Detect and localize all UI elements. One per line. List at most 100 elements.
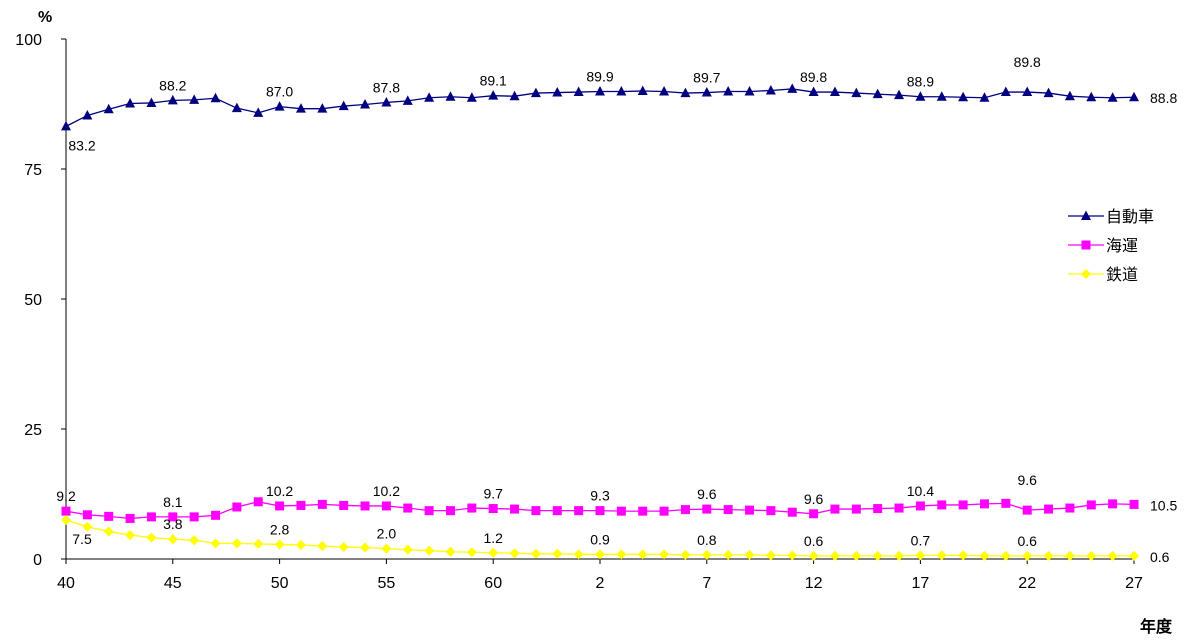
data-label-kaiun: 9.6 [1017, 472, 1037, 488]
data-label-kaiun: 10.4 [907, 483, 934, 499]
data-point-kaiun [424, 506, 434, 516]
data-point-jidosha [1064, 90, 1075, 101]
data-label-tetsudo: 0.6 [1017, 533, 1037, 549]
data-point-kaiun [232, 502, 242, 512]
data-point-jidosha [61, 120, 71, 131]
data-label-kaiun: 10.5 [1150, 497, 1177, 513]
data-point-jidosha [595, 86, 605, 96]
data-point-kaiun [253, 497, 263, 507]
data-point-jidosha [1043, 87, 1054, 98]
data-point-tetsudo [125, 530, 136, 541]
data-point-jidosha [488, 90, 499, 100]
data-point-tetsudo [958, 550, 969, 561]
data-point-tetsudo [61, 515, 71, 525]
data-point-jidosha [103, 103, 114, 114]
data-point-tetsudo [616, 549, 627, 560]
data-label-tetsudo: 0.6 [1150, 549, 1170, 565]
data-point-kaiun [616, 506, 626, 516]
data-point-kaiun [125, 513, 135, 523]
data-point-tetsudo [1000, 550, 1011, 561]
data-point-jidosha [253, 107, 264, 117]
data-point-tetsudo [979, 550, 990, 561]
data-label-jidosha: 89.7 [693, 70, 720, 86]
data-point-tetsudo [488, 547, 499, 558]
data-label-jidosha: 87.0 [266, 84, 293, 100]
data-label-kaiun: 10.2 [373, 483, 400, 499]
data-point-jidosha [1022, 86, 1033, 97]
data-point-kaiun [766, 506, 776, 516]
y-tick-label: 25 [24, 422, 42, 439]
data-point-kaiun [488, 504, 498, 514]
data-label-tetsudo: 3.8 [163, 516, 183, 532]
data-point-tetsudo [189, 535, 200, 546]
data-point-kaiun [1086, 500, 1096, 510]
data-label-kaiun: 9.7 [483, 486, 503, 502]
data-point-jidosha [829, 86, 840, 97]
data-label-tetsudo: 2.8 [270, 521, 290, 537]
data-point-tetsudo [659, 549, 670, 560]
data-point-kaiun [104, 511, 114, 521]
data-label-kaiun: 9.6 [697, 486, 717, 502]
data-point-tetsudo [424, 545, 435, 556]
data-point-tetsudo [338, 542, 349, 553]
x-tick-label: 12 [805, 575, 823, 592]
data-point-jidosha [125, 97, 136, 108]
data-label-kaiun: 9.2 [56, 488, 76, 504]
data-point-tetsudo [680, 549, 691, 560]
data-label-tetsudo: 1.2 [483, 530, 503, 546]
data-label-kaiun: 9.3 [590, 488, 610, 504]
data-label-kaiun: 10.2 [266, 483, 293, 499]
data-point-jidosha [765, 84, 776, 95]
data-point-kaiun [552, 506, 562, 516]
data-point-kaiun [851, 504, 861, 514]
data-point-kaiun [937, 500, 947, 510]
data-point-kaiun [61, 506, 71, 516]
data-point-tetsudo [894, 550, 905, 561]
data-point-kaiun [1108, 499, 1118, 509]
legend-item-tetsudo: 鉄道 [1068, 265, 1138, 284]
data-label-jidosha: 89.8 [1014, 54, 1041, 70]
legend-marker-jidosha [1081, 210, 1091, 220]
data-point-kaiun [1065, 503, 1075, 513]
x-tick-label: 27 [1125, 575, 1143, 592]
data-point-jidosha [530, 87, 541, 98]
data-point-kaiun [958, 500, 968, 510]
data-point-kaiun [723, 505, 733, 515]
data-point-tetsudo [146, 532, 157, 543]
data-point-tetsudo [829, 550, 840, 561]
x-tick-label: 7 [702, 575, 711, 592]
data-point-kaiun [1129, 499, 1139, 509]
data-label-jidosha: 89.9 [586, 69, 613, 85]
y-tick-label: 50 [24, 292, 42, 309]
data-point-kaiun [189, 512, 199, 522]
x-tick-label: 22 [1018, 575, 1036, 592]
data-point-kaiun [574, 506, 584, 516]
data-point-jidosha [659, 86, 670, 96]
data-point-tetsudo [210, 538, 221, 549]
data-point-tetsudo [723, 549, 734, 560]
data-point-jidosha [466, 92, 477, 102]
data-point-jidosha [1129, 91, 1139, 102]
data-point-kaiun [531, 506, 541, 516]
data-point-tetsudo [402, 544, 413, 555]
data-point-jidosha [509, 90, 520, 101]
legend-item-jidosha: 自動車 [1068, 207, 1154, 226]
data-point-kaiun [445, 506, 455, 516]
data-point-tetsudo [253, 538, 264, 549]
series-jidosha [61, 83, 1139, 131]
data-point-kaiun [168, 512, 178, 522]
y-tick-label: 0 [33, 552, 42, 569]
data-point-jidosha [424, 92, 435, 102]
data-label-jidosha: 89.1 [480, 73, 507, 89]
data-label-jidosha: 83.2 [68, 137, 95, 153]
legend-label-kaiun: 海運 [1106, 236, 1138, 255]
data-point-jidosha [1000, 86, 1011, 97]
data-point-kaiun [211, 510, 221, 520]
data-point-jidosha [979, 92, 990, 102]
data-point-jidosha [637, 85, 648, 95]
data-point-kaiun [595, 506, 605, 516]
data-label-jidosha: 88.2 [159, 77, 186, 93]
data-point-kaiun [510, 504, 520, 514]
